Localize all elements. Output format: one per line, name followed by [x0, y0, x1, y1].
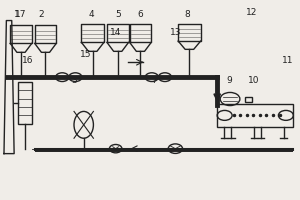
- Text: 6: 6: [138, 10, 143, 19]
- Text: 13: 13: [169, 28, 181, 37]
- Text: 3: 3: [71, 76, 77, 85]
- Text: 1: 1: [14, 10, 20, 19]
- Text: 5: 5: [116, 10, 122, 19]
- Text: 15: 15: [80, 50, 92, 59]
- Text: 4: 4: [89, 10, 94, 19]
- Text: 12: 12: [246, 8, 257, 17]
- Text: 8: 8: [184, 10, 190, 19]
- Text: 7: 7: [152, 76, 158, 85]
- Text: 9: 9: [226, 76, 232, 85]
- Text: 2: 2: [38, 10, 44, 19]
- Text: 11: 11: [282, 56, 293, 65]
- Text: 17: 17: [15, 10, 27, 19]
- Text: 16: 16: [22, 56, 34, 65]
- Text: 14: 14: [110, 28, 121, 37]
- Text: 10: 10: [248, 76, 260, 85]
